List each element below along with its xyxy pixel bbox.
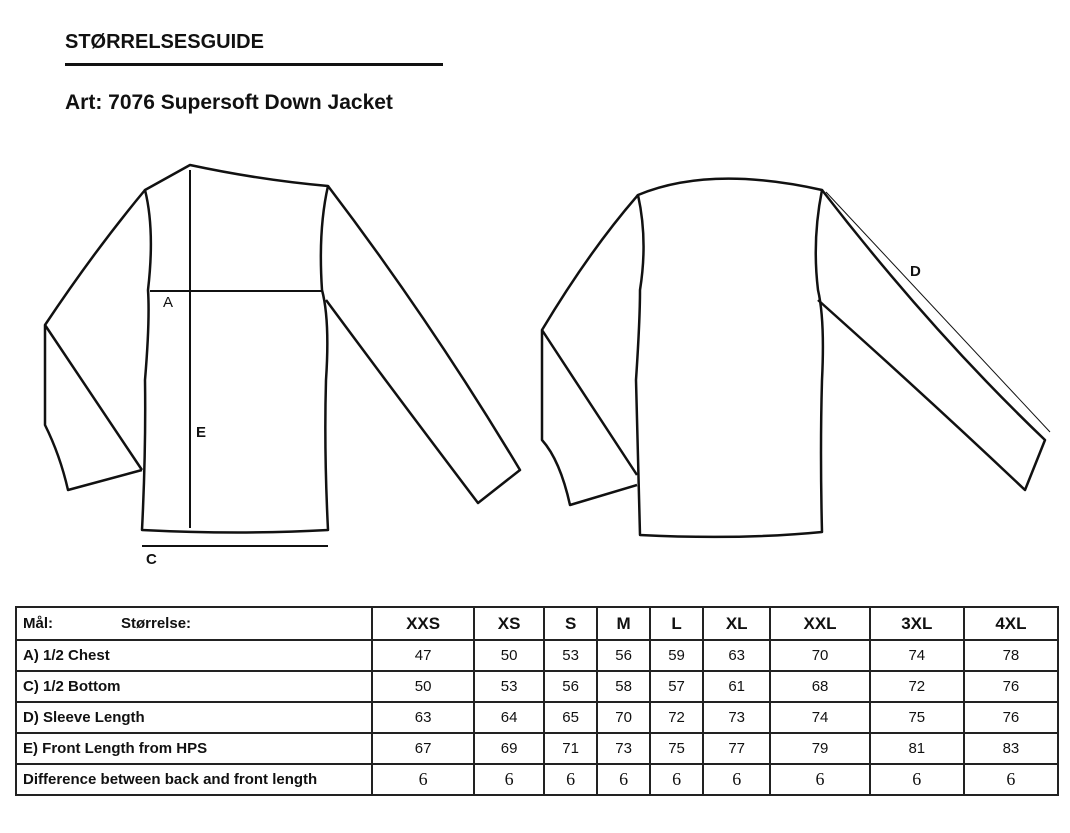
- table-row: D) Sleeve Length 63 64 65 70 72 73 74 75 76: [15, 701, 1060, 734]
- table-cell: 56: [596, 639, 652, 672]
- jacket-diagram: A E C D: [43, 163, 1051, 568]
- table-cell: 81: [868, 732, 965, 765]
- table-cell: 57: [649, 670, 705, 703]
- table-cell: 63: [702, 639, 772, 672]
- header-cell: Mål: Størrelse:: [15, 606, 373, 641]
- table-cell: 72: [868, 670, 965, 703]
- table-cell: 68: [769, 670, 871, 703]
- size-label: Størrelse:: [121, 615, 192, 632]
- table-row: C) 1/2 Bottom 50 53 56 58 57 61 68 72 76: [15, 670, 1060, 703]
- table-cell: 76: [962, 701, 1060, 734]
- front-right-sleeve: [324, 185, 522, 505]
- table-cell: 75: [868, 701, 965, 734]
- table-cell: 6: [868, 763, 965, 796]
- back-left-sleeve: [540, 194, 639, 507]
- title-underline: [65, 63, 443, 66]
- label-e: E: [196, 424, 206, 441]
- size-table: Mål: Størrelse: XXS XS S M L XL XXL 3XL 4…: [15, 606, 1060, 796]
- table-cell: 6: [473, 763, 546, 796]
- table-cell: 50: [473, 639, 546, 672]
- measure-label: Mål:: [23, 615, 53, 632]
- table-row: E) Front Length from HPS 67 69 71 73 75 77 79 81…: [15, 732, 1060, 765]
- table-cell: 59: [649, 639, 705, 672]
- table-cell: 53: [543, 639, 599, 672]
- table-cell: 74: [868, 639, 965, 672]
- table-cell: 69: [473, 732, 546, 765]
- table-cell: 6: [370, 763, 476, 796]
- table-cell: 78: [962, 639, 1060, 672]
- back-jacket-outline: [634, 177, 825, 539]
- back-right-sleeve: [817, 189, 1047, 492]
- table-cell: 47: [370, 639, 476, 672]
- table-cell: 83: [962, 732, 1060, 765]
- table-cell: 50: [370, 670, 476, 703]
- table-cell: 56: [543, 670, 599, 703]
- size-header: XXL: [769, 606, 871, 641]
- row-label: C) 1/2 Bottom: [15, 670, 373, 703]
- table-cell: 70: [769, 639, 871, 672]
- table-cell: 61: [702, 670, 772, 703]
- size-header: 3XL: [868, 606, 965, 641]
- table-header-row: Mål: Størrelse: XXS XS S M L XL XXL 3XL 4…: [15, 606, 1060, 641]
- table-row: A) 1/2 Chest 47 50 53 56 59 63 70 74 78: [15, 639, 1060, 672]
- table-cell: 6: [702, 763, 772, 796]
- size-header: L: [649, 606, 705, 641]
- table-cell: 6: [596, 763, 652, 796]
- page-title: STØRRELSESGUIDE: [65, 31, 264, 53]
- table-cell: 73: [702, 701, 772, 734]
- table-cell: 63: [370, 701, 476, 734]
- table-cell: 79: [769, 732, 871, 765]
- table-cell: 64: [473, 701, 546, 734]
- row-label: Difference between back and front length: [15, 763, 373, 796]
- table-cell: 6: [543, 763, 599, 796]
- size-header: XS: [473, 606, 546, 641]
- table-cell: 70: [596, 701, 652, 734]
- table-cell: 58: [596, 670, 652, 703]
- front-left-sleeve: [43, 189, 146, 492]
- size-header: XXS: [370, 606, 476, 641]
- table-cell: 73: [596, 732, 652, 765]
- size-header: 4XL: [962, 606, 1060, 641]
- table-cell: 67: [370, 732, 476, 765]
- table-cell: 75: [649, 732, 705, 765]
- article-name: Art: 7076 Supersoft Down Jacket: [65, 91, 393, 114]
- table-cell: 6: [962, 763, 1060, 796]
- front-jacket-outline: [140, 163, 330, 534]
- table-cell: 77: [702, 732, 772, 765]
- table-cell: 76: [962, 670, 1060, 703]
- table-cell: 6: [769, 763, 871, 796]
- row-label: E) Front Length from HPS: [15, 732, 373, 765]
- label-d: D: [910, 263, 921, 280]
- table-cell: 74: [769, 701, 871, 734]
- size-header: M: [596, 606, 652, 641]
- table-cell: 53: [473, 670, 546, 703]
- size-header: XL: [702, 606, 772, 641]
- row-label: A) 1/2 Chest: [15, 639, 373, 672]
- size-header: S: [543, 606, 599, 641]
- table-cell: 72: [649, 701, 705, 734]
- table-cell: 71: [543, 732, 599, 765]
- table-row: Difference between back and front length…: [15, 763, 1060, 796]
- table-cell: 6: [649, 763, 705, 796]
- label-a: A: [163, 294, 173, 311]
- sleeve-measure-line: [825, 191, 1051, 433]
- row-label: D) Sleeve Length: [15, 701, 373, 734]
- label-c: C: [146, 551, 157, 568]
- table-cell: 65: [543, 701, 599, 734]
